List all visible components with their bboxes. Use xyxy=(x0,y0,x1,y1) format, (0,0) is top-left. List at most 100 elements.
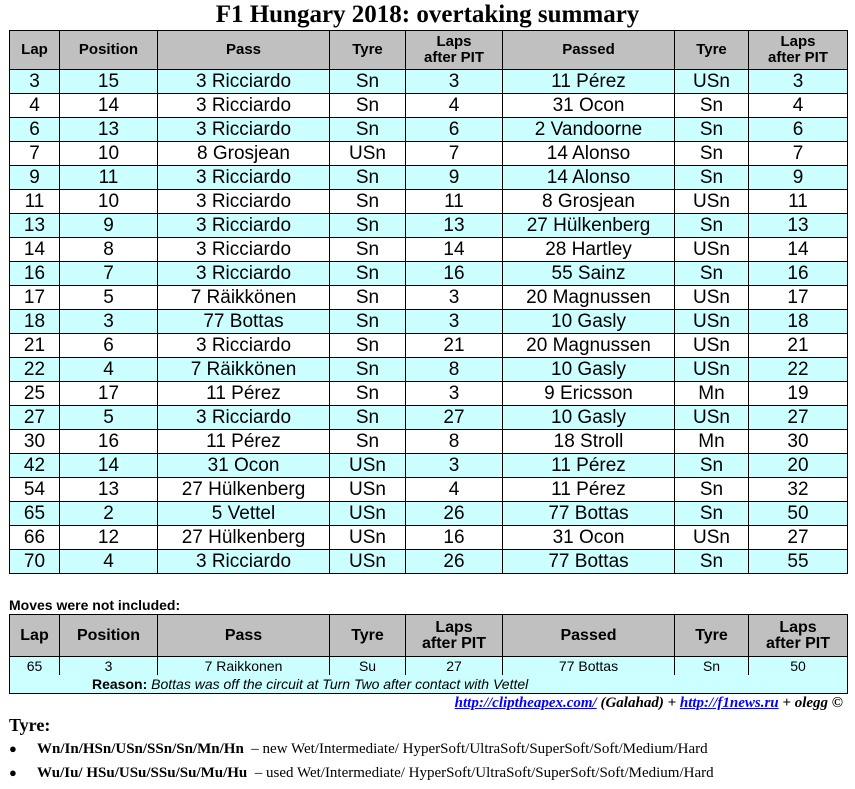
cell-pass: 27 Hülkenberg xyxy=(157,525,330,550)
cell-tyre-passed: USn xyxy=(674,405,749,430)
excluded-heading: Moves were not included: xyxy=(9,597,181,613)
cell-pass: 3 Ricciardo xyxy=(157,165,330,190)
header-laps-line1: Laps xyxy=(436,33,472,50)
cell-laps-after-pit-passed: 9 xyxy=(748,165,848,190)
cell-laps-after-pit-passed: 32 xyxy=(748,477,848,502)
table-row: 54 13 27 Hülkenberg USn 4 11 Pérez Sn 32 xyxy=(9,477,848,502)
table-row: 42 14 31 Ocon USn 3 11 Pérez Sn 20 xyxy=(9,453,848,478)
excluded-table: Lap Position Pass Tyre Laps after PIT Pas… xyxy=(9,614,848,694)
cell-laps-after-pit: 16 xyxy=(405,261,503,286)
cell-position: 10 xyxy=(59,141,158,166)
excluded-header-laps-line2: after PIT xyxy=(421,634,486,652)
excluded-header-laps2-line1: Laps xyxy=(779,618,817,636)
cell-laps-after-pit: 6 xyxy=(405,117,503,142)
cell-passed: 77 Bottas xyxy=(502,549,675,574)
cell-position: 14 xyxy=(59,93,158,118)
cell-position: 3 xyxy=(59,309,158,334)
cell-lap: 22 xyxy=(9,357,60,382)
cell-tyre: USn xyxy=(329,453,406,478)
cell-tyre-passed: Sn xyxy=(674,213,749,238)
cell-passed: 55 Sainz xyxy=(502,261,675,286)
cell-tyre-passed: Sn xyxy=(674,501,749,526)
cell-position: 15 xyxy=(59,69,158,94)
cell-laps-after-pit: 7 xyxy=(405,141,503,166)
cell-tyre: Sn xyxy=(329,165,406,190)
cell-lap: 6 xyxy=(9,117,60,142)
cell-passed: 14 Alonso xyxy=(502,165,675,190)
cell-passed: 27 Hülkenberg xyxy=(502,213,675,238)
used-tyre-codes: Wu/Iu/ HSu/USu/SSu/Su/Mu/Hu xyxy=(37,765,248,781)
cliptheapex-link[interactable]: http://cliptheapex.com/ xyxy=(454,695,597,711)
cell-laps-after-pit: 4 xyxy=(405,93,503,118)
cell-pass: 3 Ricciardo xyxy=(157,333,330,358)
table-row: 14 8 3 Ricciardo Sn 14 28 Hartley USn 14 xyxy=(9,237,848,262)
excluded-header-passed: Passed xyxy=(502,614,675,657)
cell-tyre: Sn xyxy=(329,69,406,94)
header-passed: Passed xyxy=(502,30,675,70)
cell-tyre-passed: USn xyxy=(674,285,749,310)
cell-laps-after-pit: 16 xyxy=(405,525,503,550)
cell-tyre-passed: USn xyxy=(674,357,749,382)
cell-tyre: USn xyxy=(329,141,406,166)
cell-laps-after-pit-passed: 20 xyxy=(748,453,848,478)
excluded-header-laps-line1: Laps xyxy=(435,618,473,636)
cell-tyre: Sn xyxy=(329,333,406,358)
cell-pass: 27 Hülkenberg xyxy=(157,477,330,502)
cell-laps-after-pit: 11 xyxy=(405,189,503,214)
table-row: 30 16 11 Pérez Sn 8 18 Stroll Mn 30 xyxy=(9,429,848,454)
cell-tyre: Sn xyxy=(329,405,406,430)
cell-laps-after-pit: 13 xyxy=(405,213,503,238)
cell-tyre-passed: USn xyxy=(674,309,749,334)
table-row: 6 13 3 Ricciardo Sn 6 2 Vandoorne Sn 6 xyxy=(9,117,848,142)
cell-passed: 8 Grosjean xyxy=(502,189,675,214)
cell-position: 4 xyxy=(59,549,158,574)
cell-tyre-passed: Sn xyxy=(674,549,749,574)
excluded-reason-row: Reason: Bottas was off the circuit at Tu… xyxy=(9,675,848,694)
cell-laps-after-pit: 4 xyxy=(405,477,503,502)
excluded-header-position: Position xyxy=(59,614,158,657)
reason-label: Reason: xyxy=(92,676,148,692)
cell-position: 6 xyxy=(59,333,158,358)
excluded-header-tyre-passed: Tyre xyxy=(674,614,749,657)
cell-tyre-passed: USn xyxy=(674,237,749,262)
page-title: F1 Hungary 2018: overtaking summary xyxy=(215,1,640,28)
reason-text: Bottas was off the circuit at Turn Two a… xyxy=(151,676,529,692)
cell-pass: 7 Räikkönen xyxy=(157,285,330,310)
cell-lap: 11 xyxy=(9,189,60,214)
cell-tyre: Sn xyxy=(329,189,406,214)
cell-pass: 3 Ricciardo xyxy=(157,213,330,238)
cell-position: 14 xyxy=(59,453,158,478)
cell-passed: 10 Gasly xyxy=(502,309,675,334)
cell-tyre-passed: Mn xyxy=(674,429,749,454)
cell-tyre: USn xyxy=(329,549,406,574)
excluded-passed: 77 Bottas xyxy=(502,656,675,675)
cell-tyre-passed: Mn xyxy=(674,381,749,406)
cell-laps-after-pit-passed: 27 xyxy=(748,405,848,430)
excluded-lap: 65 xyxy=(9,656,60,675)
overtaking-table: Lap Position Pass Tyre Laps after PIT Pas… xyxy=(9,30,848,574)
cell-laps-after-pit: 9 xyxy=(405,165,503,190)
cell-pass: 77 Bottas xyxy=(157,309,330,334)
cell-tyre: USn xyxy=(329,477,406,502)
cell-pass: 8 Grosjean xyxy=(157,141,330,166)
cell-tyre: Sn xyxy=(329,309,406,334)
header-laps-after-pit: Laps after PIT xyxy=(405,30,503,70)
cell-pass: 3 Ricciardo xyxy=(157,261,330,286)
cell-lap: 66 xyxy=(9,525,60,550)
excluded-pass: 7 Raikkonen xyxy=(157,656,330,675)
cell-pass: 11 Pérez xyxy=(157,429,330,454)
cell-tyre-passed: Sn xyxy=(674,141,749,166)
cell-tyre: Sn xyxy=(329,285,406,310)
cell-lap: 18 xyxy=(9,309,60,334)
cell-pass: 3 Ricciardo xyxy=(157,405,330,430)
cell-position: 13 xyxy=(59,477,158,502)
cell-lap: 9 xyxy=(9,165,60,190)
cell-laps-after-pit-passed: 30 xyxy=(748,429,848,454)
f1news-link[interactable]: http://f1news.ru xyxy=(679,695,779,711)
cell-laps-after-pit: 27 xyxy=(405,405,503,430)
table-row: 7 10 8 Grosjean USn 7 14 Alonso Sn 7 xyxy=(9,141,848,166)
table-row: 16 7 3 Ricciardo Sn 16 55 Sainz Sn 16 xyxy=(9,261,848,286)
cell-laps-after-pit-passed: 18 xyxy=(748,309,848,334)
cell-passed: 31 Ocon xyxy=(502,525,675,550)
bullet-icon: ● xyxy=(9,741,17,756)
